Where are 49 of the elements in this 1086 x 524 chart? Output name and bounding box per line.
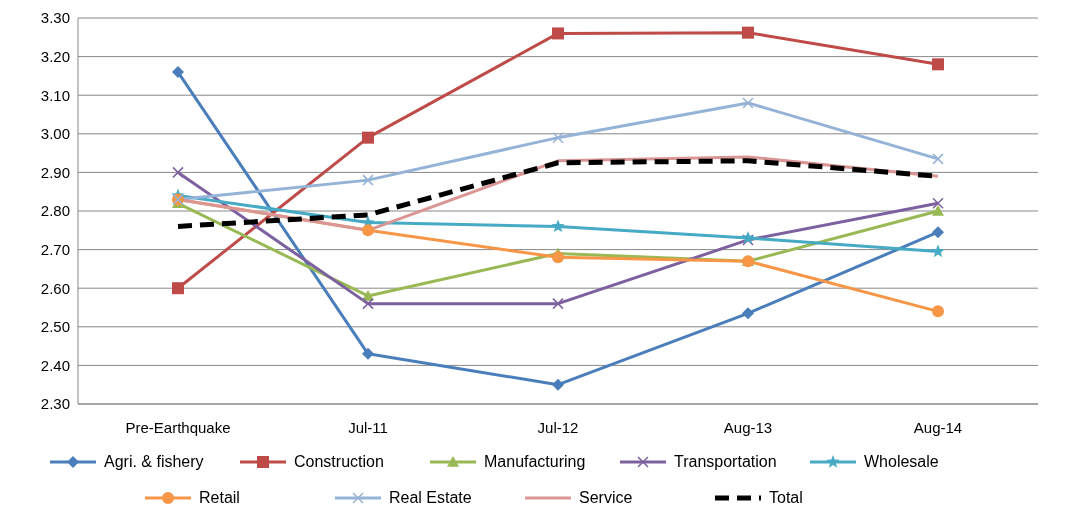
point	[932, 205, 944, 216]
y-tick-label: 2.50	[40, 318, 70, 336]
legend-label: Retail	[199, 489, 240, 507]
x-tick-label: Pre-Earthquake	[125, 418, 231, 436]
point	[551, 219, 565, 233]
y-tick-label: 3.10	[40, 86, 70, 104]
point	[931, 244, 945, 258]
y-tick-label: 3.20	[40, 47, 70, 65]
legend-label: Wholesale	[864, 453, 939, 471]
point	[172, 66, 184, 79]
x-tick-label: Jul-11	[348, 418, 388, 436]
legend-label: Real Estate	[389, 489, 472, 507]
legend-label: Total	[769, 489, 803, 507]
y-tick-label: 2.30	[40, 395, 70, 413]
y-tick-label: 3.30	[40, 9, 70, 27]
legend-label: Agri. & fishery	[104, 453, 204, 471]
point	[362, 174, 374, 186]
point	[932, 305, 944, 318]
legend-label: Construction	[294, 453, 384, 471]
x-tick-label: Jul-12	[537, 418, 579, 436]
point	[742, 307, 754, 320]
point	[362, 224, 374, 237]
point	[742, 26, 754, 39]
point	[932, 226, 944, 239]
point	[552, 251, 564, 264]
y-tick-label: 2.90	[40, 163, 70, 181]
point	[552, 378, 564, 391]
point	[362, 347, 374, 360]
y-tick-label: 2.80	[40, 202, 70, 220]
point	[362, 297, 374, 310]
legend-label: Service	[579, 489, 633, 507]
point	[552, 131, 564, 144]
point	[172, 166, 184, 179]
point	[742, 97, 754, 109]
point	[362, 131, 374, 144]
point	[552, 27, 564, 40]
legend-label: Transportation	[674, 453, 777, 471]
point	[172, 282, 184, 295]
legend-label: Manufacturing	[484, 453, 586, 471]
x-tick-label: Aug-14	[913, 418, 963, 436]
y-tick-label: 2.70	[40, 240, 70, 258]
point	[932, 58, 944, 71]
point	[932, 197, 944, 210]
x-tick-label: Aug-13	[723, 418, 773, 436]
point	[932, 153, 944, 165]
y-tick-label: 2.40	[40, 356, 70, 374]
y-tick-label: 3.00	[40, 125, 70, 143]
y-tick-label: 2.60	[40, 279, 70, 297]
point	[552, 297, 564, 310]
